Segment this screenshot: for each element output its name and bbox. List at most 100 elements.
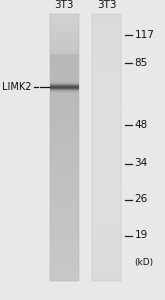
Bar: [50, 144, 79, 147]
Bar: [92, 112, 121, 115]
Bar: [92, 128, 121, 131]
Bar: [50, 67, 79, 70]
Bar: [92, 256, 121, 259]
Bar: [50, 43, 79, 46]
Bar: [50, 163, 79, 166]
Bar: [50, 120, 79, 123]
Bar: [50, 179, 79, 182]
Bar: [92, 142, 121, 144]
Bar: [92, 72, 121, 75]
Bar: [50, 14, 79, 280]
Bar: [92, 144, 121, 147]
Bar: [92, 208, 121, 211]
Bar: [92, 51, 121, 53]
Text: (kD): (kD): [134, 258, 154, 267]
Bar: [92, 32, 121, 35]
Bar: [92, 211, 121, 214]
Bar: [92, 166, 121, 168]
Bar: [92, 184, 121, 187]
Bar: [50, 24, 79, 27]
Bar: [50, 38, 79, 40]
Bar: [92, 88, 121, 91]
Bar: [50, 251, 79, 254]
Bar: [50, 241, 79, 243]
Bar: [50, 190, 79, 192]
Bar: [50, 160, 79, 163]
Bar: [92, 147, 121, 150]
Bar: [50, 48, 79, 51]
Bar: [50, 227, 79, 230]
Bar: [50, 147, 79, 150]
Bar: [50, 123, 79, 126]
Bar: [92, 190, 121, 192]
Bar: [92, 200, 121, 203]
Bar: [92, 160, 121, 163]
Bar: [92, 270, 121, 272]
Bar: [50, 195, 79, 198]
Bar: [50, 90, 79, 91]
Bar: [92, 123, 121, 126]
Bar: [92, 195, 121, 198]
Bar: [50, 174, 79, 176]
Bar: [50, 243, 79, 246]
Bar: [50, 87, 79, 88]
Bar: [92, 80, 121, 83]
Bar: [50, 216, 79, 219]
Bar: [92, 134, 121, 136]
Bar: [92, 131, 121, 134]
Bar: [50, 80, 79, 83]
Bar: [50, 83, 79, 86]
Bar: [92, 232, 121, 235]
Bar: [92, 136, 121, 139]
Bar: [50, 70, 79, 72]
Bar: [50, 91, 79, 94]
Bar: [50, 211, 79, 214]
Bar: [50, 110, 79, 112]
Bar: [50, 81, 79, 82]
Bar: [92, 152, 121, 155]
Bar: [50, 155, 79, 158]
Bar: [50, 126, 79, 128]
Bar: [92, 238, 121, 241]
Bar: [92, 227, 121, 230]
Bar: [92, 75, 121, 78]
Bar: [92, 150, 121, 152]
Bar: [50, 14, 79, 16]
Bar: [92, 176, 121, 179]
Bar: [92, 64, 121, 67]
Bar: [50, 184, 79, 187]
Bar: [50, 75, 79, 78]
Bar: [50, 246, 79, 248]
Bar: [50, 265, 79, 267]
Text: 3T3: 3T3: [97, 0, 116, 10]
Bar: [50, 171, 79, 174]
Bar: [50, 150, 79, 152]
Bar: [50, 256, 79, 259]
Bar: [92, 254, 121, 256]
Bar: [50, 84, 79, 85]
Bar: [50, 56, 79, 59]
Text: 48: 48: [134, 119, 148, 130]
Bar: [92, 241, 121, 243]
Bar: [92, 24, 121, 27]
Bar: [50, 94, 79, 96]
Bar: [50, 29, 79, 32]
Bar: [50, 248, 79, 251]
Bar: [92, 155, 121, 158]
Bar: [92, 182, 121, 184]
Bar: [50, 19, 79, 22]
Bar: [92, 38, 121, 40]
Text: 117: 117: [134, 29, 154, 40]
Text: LIMK2: LIMK2: [2, 82, 31, 92]
Bar: [92, 94, 121, 96]
Bar: [92, 248, 121, 251]
Bar: [92, 246, 121, 248]
Bar: [50, 259, 79, 262]
Bar: [92, 40, 121, 43]
Bar: [92, 267, 121, 270]
Bar: [50, 267, 79, 270]
Bar: [50, 139, 79, 142]
Bar: [50, 35, 79, 38]
Bar: [92, 230, 121, 232]
Bar: [50, 134, 79, 136]
